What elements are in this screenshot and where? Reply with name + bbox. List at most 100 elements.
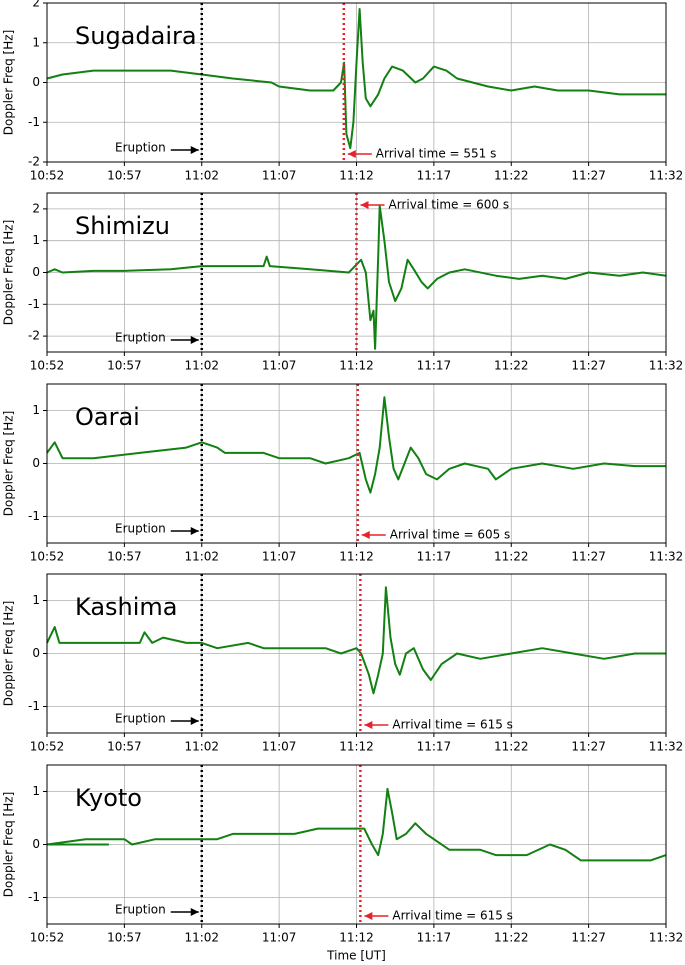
eruption-label: Eruption bbox=[115, 712, 166, 726]
x-tick-label: 11:17 bbox=[417, 359, 452, 373]
arrival-label: Arrival time = 615 s bbox=[392, 718, 513, 732]
x-tick-label: 11:32 bbox=[649, 359, 684, 373]
y-tick-label: 1 bbox=[32, 35, 40, 49]
x-tick-label: 11:17 bbox=[417, 169, 452, 183]
data-line bbox=[46, 396, 666, 494]
station-label: Kyoto bbox=[75, 784, 142, 812]
x-tick-label: 11:22 bbox=[494, 359, 529, 373]
x-tick-label: 11:02 bbox=[184, 740, 219, 754]
x-tick-label: 11:12 bbox=[339, 740, 374, 754]
data-line bbox=[46, 204, 667, 350]
x-tick-label: 11:22 bbox=[494, 931, 529, 945]
y-tick-label: -2 bbox=[28, 329, 40, 343]
plot-frame bbox=[46, 383, 667, 544]
x-tick-label: 10:57 bbox=[107, 931, 142, 945]
y-tick-label: -2 bbox=[28, 155, 40, 169]
y-tick-label: 1 bbox=[32, 784, 40, 798]
arrow-head bbox=[364, 721, 373, 729]
x-tick-label: 10:57 bbox=[107, 550, 142, 564]
eruption-label: Eruption bbox=[115, 331, 166, 345]
y-tick-label: -1 bbox=[28, 297, 40, 311]
arrow-head bbox=[364, 912, 373, 920]
y-axis-label: Doppler Freq [Hz] bbox=[2, 601, 16, 706]
x-tick-label: 11:17 bbox=[417, 931, 452, 945]
x-tick-label: 11:02 bbox=[184, 359, 219, 373]
y-axis-label: Doppler Freq [Hz] bbox=[2, 411, 16, 516]
x-tick-label: 10:52 bbox=[30, 359, 65, 373]
arrow-head bbox=[190, 908, 199, 916]
x-tick-label: 11:12 bbox=[339, 359, 374, 373]
plot-frame bbox=[46, 764, 667, 925]
x-tick-label: 11:07 bbox=[262, 740, 297, 754]
x-tick-label: 11:32 bbox=[649, 931, 684, 945]
x-tick-label: 10:57 bbox=[107, 359, 142, 373]
y-tick-label: -1 bbox=[28, 115, 40, 129]
arrival-label: Arrival time = 600 s bbox=[389, 198, 510, 212]
x-tick-label: 10:52 bbox=[30, 169, 65, 183]
x-axis-label: Time [UT] bbox=[326, 949, 386, 963]
y-tick-label: 1 bbox=[32, 233, 40, 247]
x-tick-label: 11:22 bbox=[494, 169, 529, 183]
x-tick-label: 11:07 bbox=[262, 169, 297, 183]
arrow-head bbox=[360, 201, 369, 209]
y-tick-label: 0 bbox=[32, 265, 40, 279]
y-tick-label: -1 bbox=[28, 890, 40, 904]
x-tick-label: 11:02 bbox=[184, 169, 219, 183]
y-tick-label: 0 bbox=[32, 75, 40, 89]
y-tick-label: 0 bbox=[32, 837, 40, 851]
x-tick-label: 11:27 bbox=[571, 740, 606, 754]
x-tick-label: 11:12 bbox=[339, 550, 374, 564]
y-axis-label: Doppler Freq [Hz] bbox=[2, 792, 16, 897]
x-tick-label: 11:02 bbox=[184, 550, 219, 564]
eruption-label: Eruption bbox=[115, 141, 166, 155]
station-label: Sugadaira bbox=[75, 22, 197, 50]
station-label: Kashima bbox=[75, 593, 178, 621]
x-tick-label: 10:57 bbox=[107, 169, 142, 183]
arrow-head bbox=[190, 146, 199, 154]
x-tick-label: 11:22 bbox=[494, 740, 529, 754]
x-tick-label: 11:12 bbox=[339, 169, 374, 183]
y-tick-label: 0 bbox=[32, 456, 40, 470]
plot-frame bbox=[46, 192, 667, 353]
data-line bbox=[46, 586, 666, 695]
plot-frame bbox=[46, 573, 667, 734]
y-tick-label: -1 bbox=[28, 509, 40, 523]
y-tick-label: -1 bbox=[28, 699, 40, 713]
y-tick-label: 2 bbox=[32, 0, 40, 10]
station-label: Oarai bbox=[75, 403, 140, 431]
x-tick-label: 11:12 bbox=[339, 931, 374, 945]
y-tick-label: 1 bbox=[32, 403, 40, 417]
data-line bbox=[46, 787, 667, 862]
x-tick-label: 10:57 bbox=[107, 740, 142, 754]
y-axis-label: Doppler Freq [Hz] bbox=[2, 220, 16, 325]
x-tick-label: 11:32 bbox=[649, 550, 684, 564]
arrow-head bbox=[190, 527, 199, 535]
x-tick-label: 11:22 bbox=[494, 550, 529, 564]
arrow-head bbox=[361, 531, 370, 539]
arrow-head bbox=[190, 717, 199, 725]
x-tick-label: 11:07 bbox=[262, 931, 297, 945]
y-axis-label: Doppler Freq [Hz] bbox=[2, 30, 16, 135]
eruption-label: Eruption bbox=[115, 903, 166, 917]
x-tick-label: 11:07 bbox=[262, 550, 297, 564]
x-tick-label: 11:27 bbox=[571, 359, 606, 373]
x-tick-label: 11:32 bbox=[649, 169, 684, 183]
arrow-head bbox=[190, 336, 199, 344]
eruption-label: Eruption bbox=[115, 522, 166, 536]
arrival-label: Arrival time = 605 s bbox=[390, 528, 511, 542]
data-line bbox=[46, 8, 666, 150]
x-tick-label: 10:52 bbox=[30, 931, 65, 945]
x-tick-label: 11:17 bbox=[417, 740, 452, 754]
arrival-label: Arrival time = 551 s bbox=[376, 147, 497, 161]
station-label: Shimizu bbox=[75, 212, 170, 240]
x-tick-label: 11:27 bbox=[571, 550, 606, 564]
x-tick-label: 11:27 bbox=[571, 169, 606, 183]
y-tick-label: 2 bbox=[32, 201, 40, 215]
x-tick-label: 11:32 bbox=[649, 740, 684, 754]
x-tick-label: 11:17 bbox=[417, 550, 452, 564]
arrow-head bbox=[347, 150, 356, 158]
arrival-label: Arrival time = 615 s bbox=[392, 909, 513, 923]
y-tick-label: 0 bbox=[32, 646, 40, 660]
x-tick-label: 11:02 bbox=[184, 931, 219, 945]
